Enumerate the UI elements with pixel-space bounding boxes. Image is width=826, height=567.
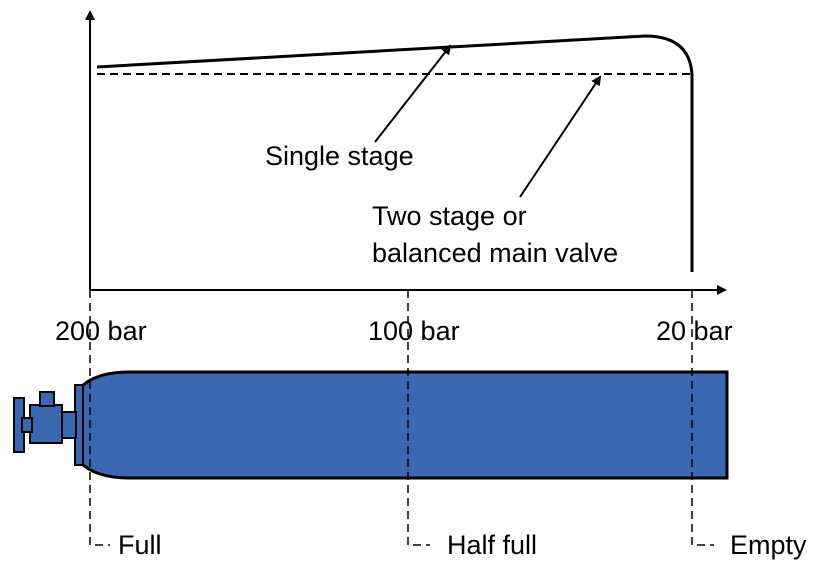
valve <box>14 385 83 465</box>
curve-label: Two stage or <box>372 201 527 231</box>
curve-label: balanced main valve <box>372 238 618 268</box>
pointer-arrow <box>520 77 600 197</box>
cylinder <box>80 372 727 478</box>
pointer-arrow <box>375 46 450 142</box>
curve-label: Single stage <box>265 141 414 171</box>
pressure-label: 20 bar <box>656 316 733 346</box>
state-label: Empty <box>730 530 807 560</box>
state-label: Half full <box>447 530 537 560</box>
pressure-label: 200 bar <box>55 316 147 346</box>
state-label: Full <box>118 530 162 560</box>
diagram: Single stage Two stage or balanced main … <box>0 0 826 562</box>
pressure-label: 100 bar <box>368 316 460 346</box>
